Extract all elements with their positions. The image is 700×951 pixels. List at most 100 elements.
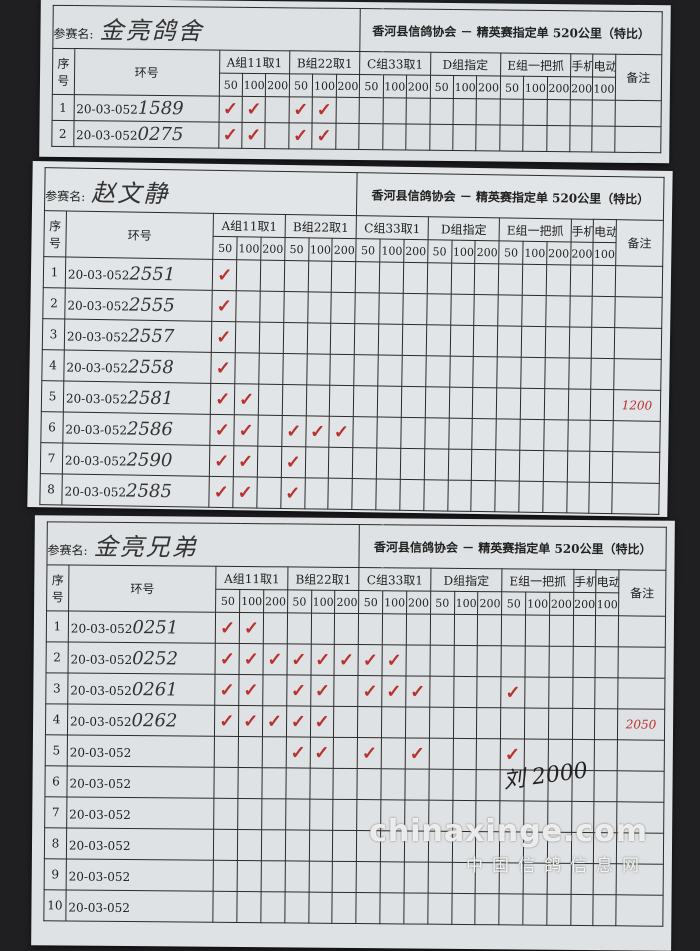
selection-cell[interactable] [424,480,448,511]
selection-cell[interactable] [425,387,449,418]
selection-cell[interactable] [475,263,499,294]
selection-cell[interactable] [544,389,568,420]
selection-cell[interactable] [545,358,569,389]
selection-cell[interactable]: ✓ [209,476,233,507]
selection-cell[interactable] [261,830,285,861]
selection-cell[interactable] [476,125,500,151]
selection-cell[interactable]: ✓ [281,446,305,477]
selection-cell[interactable]: ✓ [501,677,525,708]
selection-cell[interactable]: ✓ [215,643,239,674]
selection-cell[interactable] [593,895,616,926]
selection-cell[interactable] [286,768,310,799]
selection-cell[interactable] [595,678,618,709]
selection-cell[interactable] [477,739,501,770]
selection-cell[interactable] [382,614,406,645]
selection-cell[interactable] [307,323,331,354]
selection-cell[interactable] [262,768,286,799]
selection-cell[interactable] [568,389,591,420]
selection-cell[interactable] [382,124,406,150]
selection-cell[interactable] [451,263,475,294]
selection-cell[interactable]: ✓ [310,737,334,768]
selection-cell[interactable] [358,707,382,738]
selection-cell[interactable] [308,892,332,923]
selection-cell[interactable]: ✓ [234,415,258,446]
selection-cell[interactable] [525,615,549,646]
selection-cell[interactable] [215,736,239,767]
selection-cell[interactable] [547,100,571,126]
selection-cell[interactable] [333,861,357,892]
selection-cell[interactable] [546,126,570,152]
selection-cell[interactable] [354,386,378,417]
selection-cell[interactable] [359,614,383,645]
selection-cell[interactable]: ✓ [211,352,235,383]
selection-cell[interactable] [449,356,473,387]
selection-cell[interactable] [235,353,259,384]
selection-cell[interactable] [572,708,595,739]
selection-cell[interactable] [266,97,290,123]
selection-cell[interactable] [403,262,427,293]
selection-cell[interactable] [549,677,573,708]
selection-cell[interactable] [426,356,450,387]
selection-cell[interactable] [263,613,287,644]
selection-cell[interactable] [357,769,381,800]
selection-cell[interactable] [261,892,285,923]
selection-cell[interactable]: ✓ [310,706,334,737]
selection-cell[interactable] [595,709,618,740]
selection-cell[interactable] [380,893,404,924]
selection-cell[interactable] [453,707,477,738]
selection-cell[interactable] [589,482,612,513]
selection-cell[interactable]: ✓ [334,644,358,675]
selection-cell[interactable] [453,125,477,151]
selection-cell[interactable] [592,327,615,358]
selection-cell[interactable] [477,677,501,708]
selection-cell[interactable]: ✓ [305,416,329,447]
selection-cell[interactable] [356,262,380,293]
selection-cell[interactable]: ✓ [289,123,313,149]
selection-cell[interactable] [333,768,357,799]
selection-cell[interactable] [593,265,616,296]
selection-cell[interactable] [525,646,549,677]
selection-cell[interactable]: ✓ [212,290,236,321]
selection-cell[interactable] [501,646,525,677]
selection-cell[interactable] [430,98,454,124]
selection-cell[interactable] [473,356,497,387]
selection-cell[interactable] [592,296,615,327]
selection-cell[interactable]: ✓ [329,416,353,447]
selection-cell[interactable] [497,357,521,388]
selection-cell[interactable]: ✓ [239,706,263,737]
selection-cell[interactable]: ✓ [281,477,305,508]
selection-cell[interactable] [546,296,570,327]
selection-cell[interactable]: ✓ [289,97,313,123]
selection-cell[interactable] [523,99,547,125]
selection-cell[interactable] [377,417,401,448]
selection-cell[interactable] [519,481,543,512]
selection-cell[interactable] [259,322,283,353]
selection-cell[interactable] [336,123,360,149]
selection-cell[interactable] [495,481,519,512]
selection-cell[interactable] [567,451,590,482]
selection-cell[interactable] [378,324,402,355]
selection-cell[interactable] [571,894,594,925]
selection-cell[interactable] [572,677,595,708]
selection-cell[interactable] [406,98,430,124]
selection-cell[interactable] [427,294,451,325]
selection-cell[interactable] [523,125,547,151]
selection-cell[interactable] [359,98,383,124]
selection-cell[interactable] [430,645,454,676]
selection-cell[interactable]: ✓ [233,477,257,508]
selection-cell[interactable] [355,293,379,324]
selection-cell[interactable]: ✓ [287,644,311,675]
selection-cell[interactable]: ✓ [211,383,235,414]
selection-cell[interactable] [450,325,474,356]
selection-cell[interactable] [304,478,328,509]
selection-cell[interactable] [520,388,544,419]
selection-cell[interactable]: ✓ [287,675,311,706]
selection-cell[interactable] [404,893,428,924]
selection-cell[interactable] [590,451,613,482]
selection-cell[interactable] [496,419,520,450]
selection-cell[interactable] [257,477,281,508]
selection-cell[interactable] [472,418,496,449]
selection-cell[interactable] [547,894,571,925]
selection-cell[interactable] [451,893,475,924]
selection-cell[interactable] [592,126,614,152]
